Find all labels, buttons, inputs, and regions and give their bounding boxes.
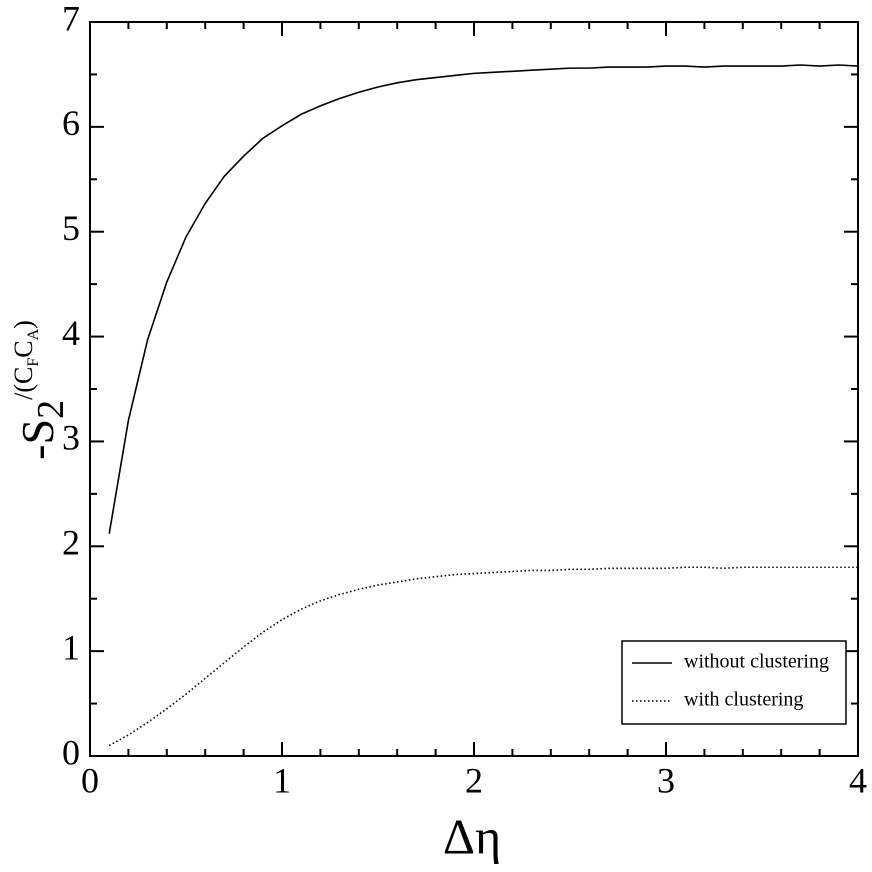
y-tick-label: 1 [62,627,80,667]
y-label-part: /(C [9,367,38,400]
legend-box [621,640,847,725]
y-label-part: 2 [30,400,72,419]
y-tick-label: 0 [62,732,80,772]
y-label-part: C [9,340,38,357]
x-tick-label: 2 [465,760,483,800]
data-line [108,64,859,534]
y-label-part: -S [12,419,63,460]
y-axis-label: -S2/(CFCA) [9,320,72,460]
x-tick-label: 0 [81,760,99,800]
y-label-part: F [25,358,42,367]
x-tick-label: 1 [273,760,291,800]
plot-frame [89,21,859,757]
x-axis-label: Δη [443,808,501,864]
x-tick-label: 3 [657,760,675,800]
legend-label: without clustering [684,651,829,673]
data-line [108,566,858,747]
y-label-part: A [25,328,42,340]
y-tick-label: 2 [62,523,80,563]
y-tick-label: 5 [62,208,80,248]
x-tick-label: 4 [849,760,867,800]
y-tick-label: 3 [62,418,80,458]
y-label-part: ) [9,320,38,329]
legend-label: with clustering [684,689,803,711]
y-tick-label: 6 [62,103,80,143]
y-tick-label: 4 [62,313,80,353]
y-tick-label: 7 [62,0,80,38]
